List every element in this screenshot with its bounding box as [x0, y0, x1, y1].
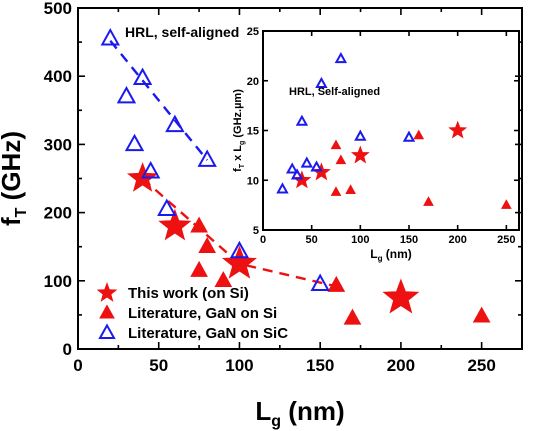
- y-tick-label: 0: [63, 340, 72, 359]
- inset-annotation-hrl: HRL, Self-aligned: [289, 86, 380, 98]
- x-axis-title: Lg (nm): [255, 396, 344, 430]
- data-point: [190, 260, 208, 277]
- data-point: [116, 85, 137, 104]
- inset-data-point: [290, 168, 304, 180]
- inset-y-tick-label: 25: [247, 26, 259, 38]
- data-point: [382, 278, 420, 314]
- inset-data-point: [276, 182, 289, 194]
- x-axis-title-unit: (nm): [281, 396, 345, 426]
- inset-data-point: [354, 129, 367, 141]
- data-point: [132, 67, 153, 86]
- data-point: [158, 208, 192, 241]
- inset-y-tick-label: 15: [247, 126, 259, 138]
- legend-label: Literature, GaN on Si: [128, 305, 277, 322]
- data-point: [165, 114, 185, 133]
- inset-x-tick-label: 150: [400, 234, 418, 246]
- inset-data-point: [310, 160, 323, 172]
- inset-data-point: [286, 162, 299, 174]
- x-tick-label: 50: [149, 356, 168, 375]
- trend-line: [141, 177, 337, 288]
- inset-x-axis-title-main: L: [370, 247, 377, 261]
- data-point: [157, 198, 177, 216]
- y-axis-title-subscript: T: [13, 207, 30, 217]
- data-point: [197, 149, 217, 167]
- legend-label: Literature, GaN on SiC: [128, 325, 288, 342]
- trend-line: [109, 39, 209, 161]
- legend-marker: [99, 304, 115, 319]
- inset-x-axis-title-subscript: g: [378, 254, 383, 263]
- data-point: [198, 237, 217, 253]
- inset-y-tick-label: 20: [247, 76, 259, 88]
- x-tick-label: 0: [73, 356, 82, 375]
- inset-data-point: [335, 154, 347, 165]
- y-tick-label: 400: [44, 67, 72, 86]
- legend-marker: [96, 282, 118, 302]
- inset-y-axis-title-main: f: [232, 168, 244, 172]
- inset-data-point: [295, 114, 309, 126]
- inset-data-point: [300, 156, 314, 168]
- data-point: [229, 240, 250, 259]
- legend: This work (on Si) Literature, GaN on Si Li…: [96, 282, 288, 342]
- data-point: [472, 306, 491, 323]
- y-tick-label: 100: [44, 272, 72, 291]
- data-point: [190, 216, 208, 233]
- data-point: [214, 271, 233, 288]
- inset-x-tick-label: 200: [448, 234, 466, 246]
- y-axis-title: fT (GHz): [0, 131, 30, 226]
- inset-y-axis-title: fT x Lg (GHz.µm): [232, 89, 246, 172]
- data-point: [310, 273, 330, 291]
- inset-data-point: [413, 129, 425, 140]
- inset-data-point: [334, 51, 348, 64]
- data-point: [327, 275, 346, 292]
- data-point: [221, 245, 257, 279]
- inset-x-axis-title: Lg (nm): [370, 247, 412, 263]
- inset-x-tick-label: 250: [497, 234, 515, 246]
- data-point: [343, 308, 362, 325]
- inset-y-axis-title-mid: x L: [232, 145, 244, 164]
- inset-data-point: [315, 76, 328, 88]
- inset-frame: [262, 30, 520, 231]
- inset-data-point: [423, 196, 434, 206]
- annotation-hrl: HRL, self-aligned: [125, 24, 239, 40]
- x-tick-label: 200: [387, 356, 415, 375]
- inset-y-tick-label: 10: [247, 175, 259, 187]
- inset-data-point: [330, 186, 342, 196]
- x-tick-label: 150: [306, 356, 334, 375]
- y-tick-label: 500: [44, 0, 72, 18]
- inset-data-point: [330, 139, 342, 150]
- inset-data-point: [350, 145, 370, 164]
- legend-marker: [98, 323, 116, 340]
- inset-y-axis-title-subscript: T: [239, 163, 246, 168]
- inset-data-point: [448, 120, 468, 139]
- data-point: [140, 160, 161, 179]
- inset-x-tick-label: 100: [351, 234, 369, 246]
- inset-x-axis-title-unit: (nm): [382, 247, 411, 261]
- y-tick-label: 200: [44, 204, 72, 223]
- inset-data-point: [345, 184, 356, 194]
- inset-y-axis-title-subscript2: g: [239, 141, 246, 145]
- y-axis-title-unit: (GHz): [0, 131, 26, 208]
- data-point: [100, 27, 120, 46]
- x-axis-title-subscript: g: [271, 413, 281, 430]
- x-tick-label: 250: [467, 356, 495, 375]
- y-axis-title-main: f: [0, 217, 26, 226]
- inset-data-point: [500, 199, 512, 209]
- inset-x-tick-label: 50: [306, 234, 318, 246]
- x-tick-label: 100: [225, 356, 253, 375]
- inset-y-axis-title-unit: (GHz.µm): [232, 89, 244, 141]
- x-axis-title-main: L: [255, 396, 271, 426]
- y-tick-label: 300: [44, 135, 72, 154]
- inset-data-point: [402, 130, 416, 142]
- inset-x-tick-label: 0: [260, 234, 266, 246]
- data-point: [124, 133, 145, 152]
- legend-label: This work (on Si): [128, 285, 249, 302]
- inset-y-tick-label: 5: [253, 225, 259, 237]
